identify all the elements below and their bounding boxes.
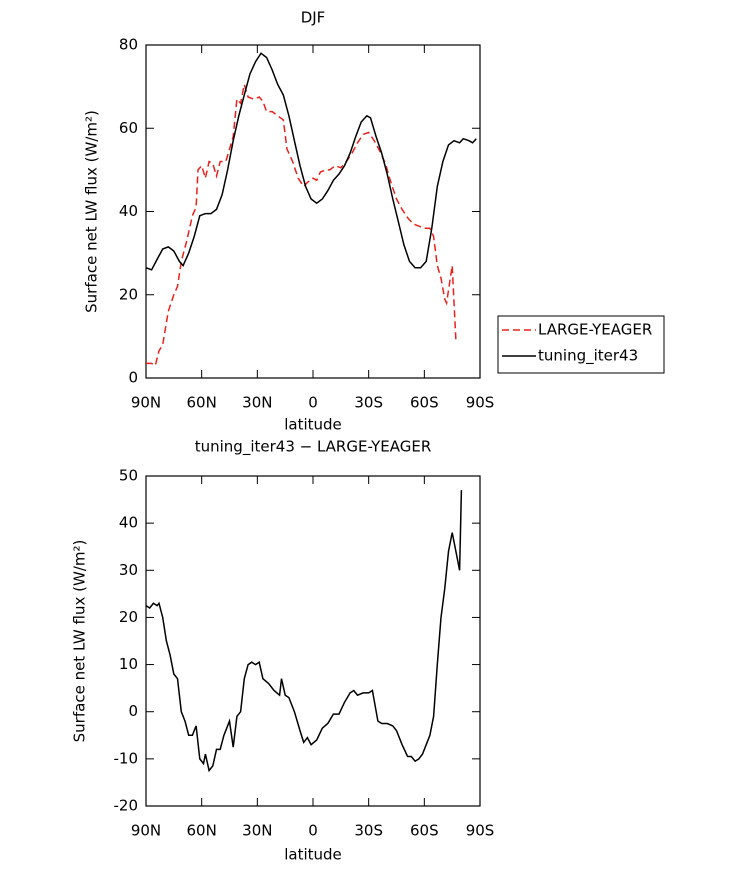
y-axis-label: Surface net LW flux (W/m²) (83, 110, 101, 313)
y-tick-label: 40 (119, 202, 138, 220)
y-tick-label: 50 (119, 467, 138, 485)
legend-label: LARGE-YEAGER (538, 321, 652, 339)
data-line (145, 490, 463, 773)
x-tick-label: 60S (410, 394, 439, 412)
x-tick-label: 0 (308, 822, 318, 840)
x-tick-label: 90N (131, 394, 161, 412)
y-tick-label: 10 (119, 655, 138, 673)
y-tick-label: 0 (128, 369, 138, 387)
data-line (145, 52, 477, 271)
x-tick-label: 30S (354, 822, 383, 840)
data-line (146, 84, 457, 367)
y-tick-label: 20 (119, 608, 138, 626)
x-axis-label: latitude (284, 846, 342, 864)
x-tick-label: 90S (466, 822, 495, 840)
chart-title: DJF (301, 9, 326, 27)
x-tick-label: 30N (242, 394, 272, 412)
x-tick-label: 90N (131, 822, 161, 840)
plot-frame (145, 44, 481, 379)
x-tick-label: 60N (187, 822, 217, 840)
y-tick-label: -20 (114, 797, 139, 815)
y-axis-label: Surface net LW flux (W/m²) (71, 540, 89, 743)
y-tick-label: 20 (119, 285, 138, 303)
x-tick-label: 90S (466, 394, 495, 412)
legend-label: tuning_iter43 (538, 347, 638, 366)
x-tick-label: 30S (354, 394, 383, 412)
x-tick-label: 60N (187, 394, 217, 412)
x-axis-label: latitude (284, 416, 342, 434)
chart-title: tuning_iter43 − LARGE-YEAGER (195, 438, 432, 457)
x-tick-label: 60S (410, 822, 439, 840)
x-tick-label: 30N (242, 822, 272, 840)
y-tick-label: 30 (119, 561, 138, 579)
y-tick-label: -10 (114, 749, 139, 767)
plot-frame (145, 475, 481, 807)
y-tick-label: 0 (128, 702, 138, 720)
y-tick-label: 60 (119, 119, 138, 137)
y-tick-label: 80 (119, 36, 138, 54)
legend-box (497, 315, 665, 374)
x-tick-label: 0 (308, 394, 318, 412)
y-tick-label: 40 (119, 514, 138, 532)
